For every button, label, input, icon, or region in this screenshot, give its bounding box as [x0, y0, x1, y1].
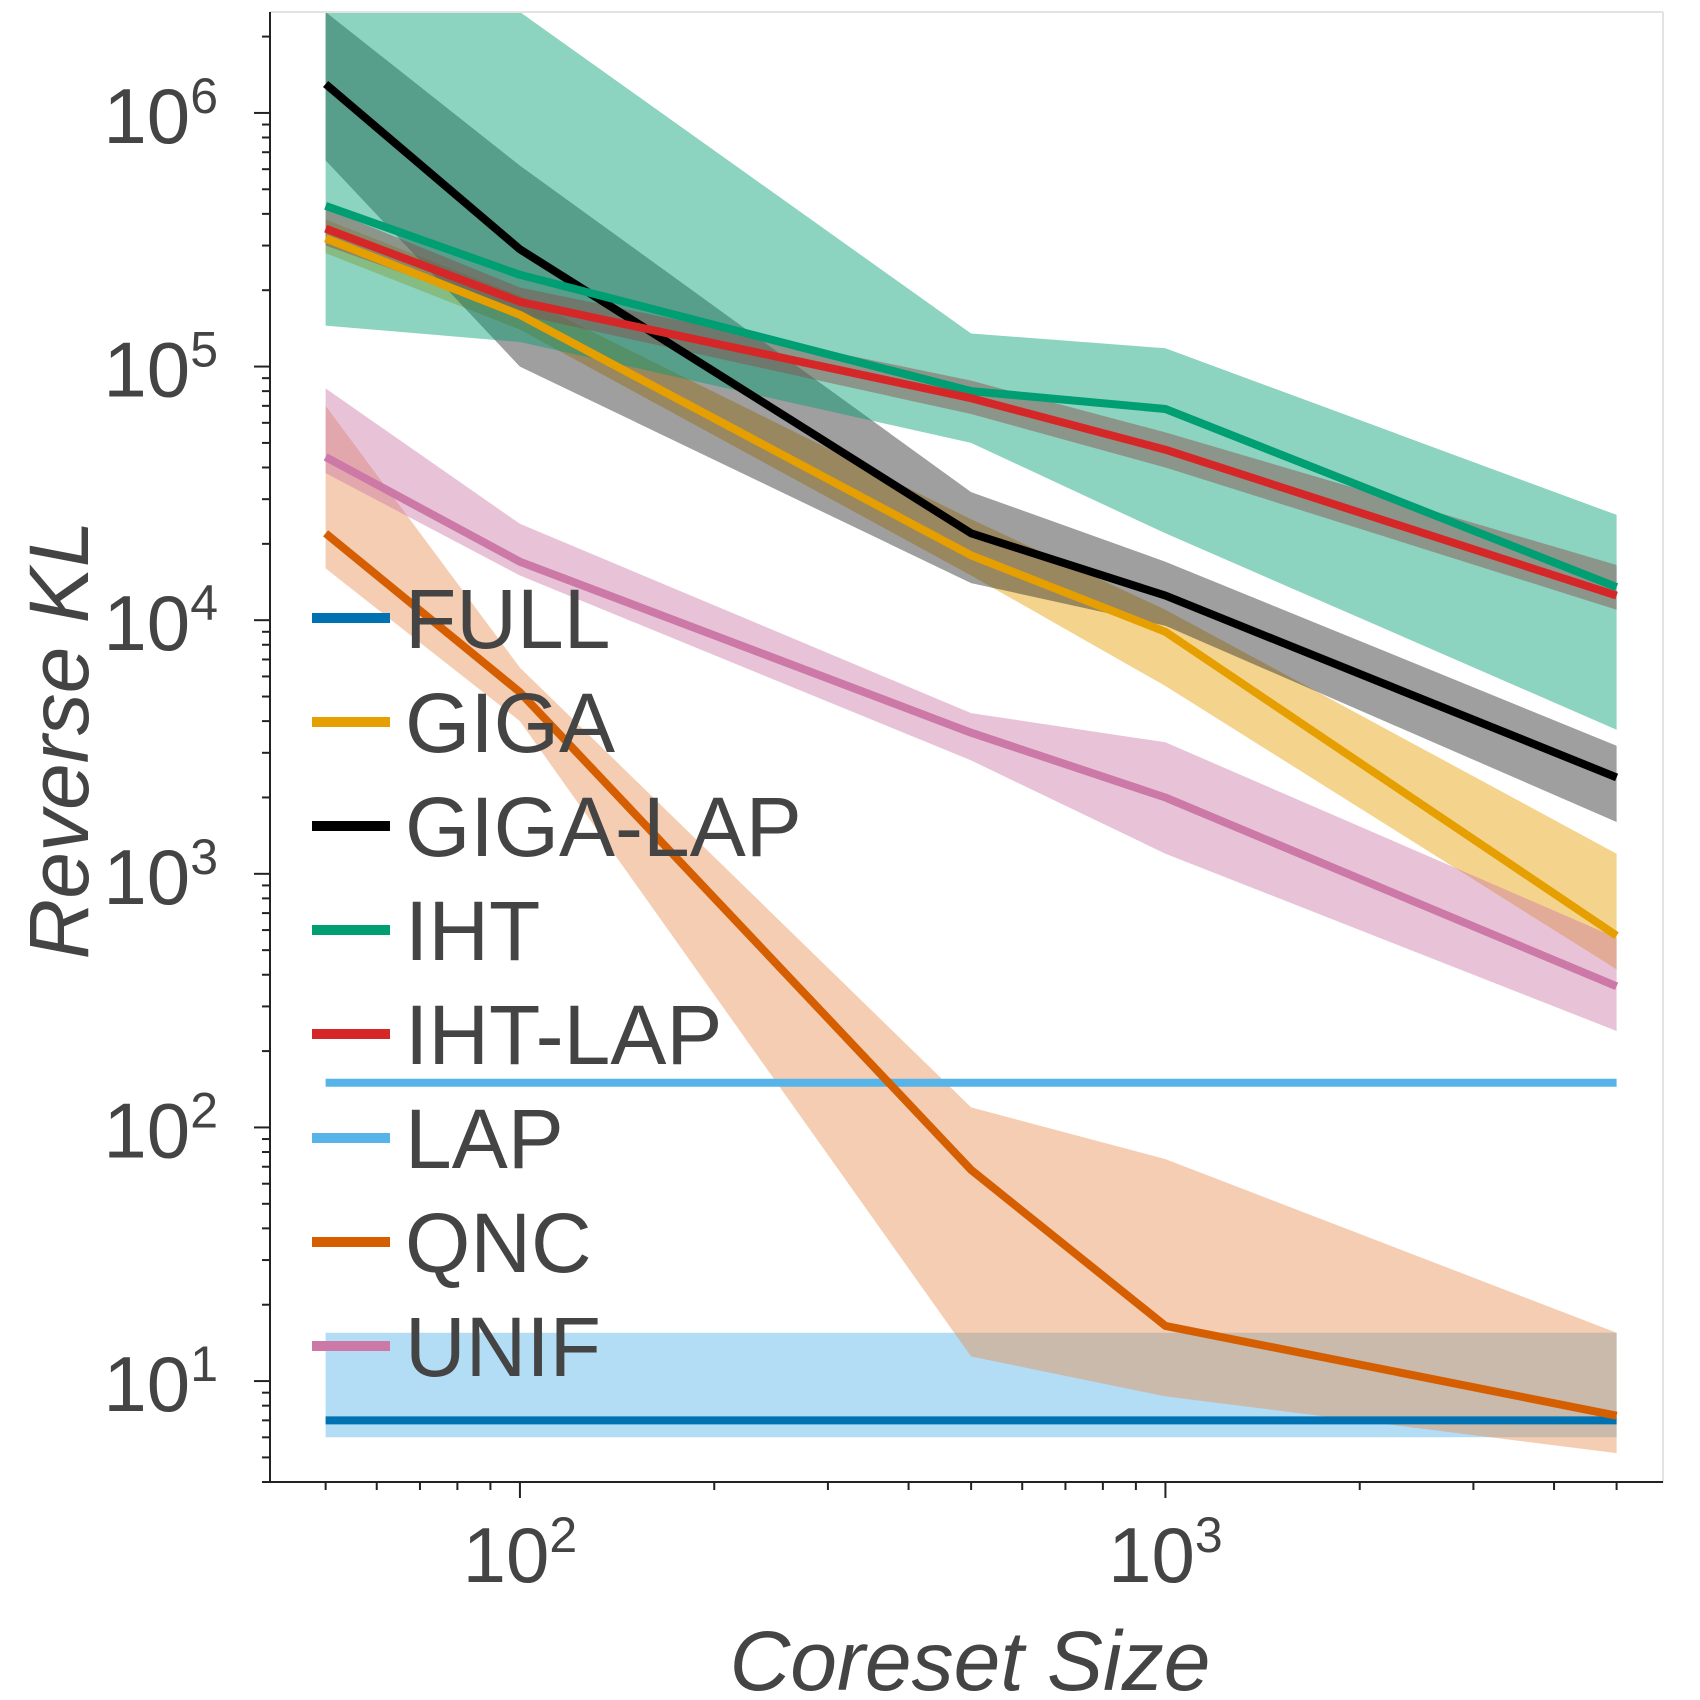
- legend-label-iht: IHT: [405, 884, 540, 978]
- y-tick-label: 103: [103, 829, 218, 921]
- band-qnc: [325, 405, 1617, 1454]
- band-full: [325, 1332, 1617, 1438]
- legend-label-giga-lap: GIGA-LAP: [405, 780, 802, 874]
- x-tick-label: 103: [1108, 1507, 1223, 1599]
- legend-label-iht-lap: IHT-LAP: [405, 988, 722, 1082]
- x-tick-exponent: 3: [1195, 1507, 1223, 1563]
- plot-frame: [269, 11, 1664, 1483]
- y-axis-title: Reverse KL: [12, 521, 106, 960]
- band-giga: [325, 219, 1617, 970]
- y-tick-exponent: 4: [190, 575, 218, 631]
- legend-label-giga: GIGA: [405, 676, 615, 770]
- y-tick-base: 10: [103, 1340, 190, 1428]
- legend-label-qnc: QNC: [405, 1196, 592, 1290]
- y-tick-exponent: 6: [190, 68, 218, 124]
- x-axis-title: Coreset Size: [730, 1614, 1211, 1700]
- y-tick-exponent: 2: [190, 1082, 218, 1138]
- lines-layer: [323, 80, 1619, 1425]
- band-unif: [325, 388, 1617, 1031]
- y-tick-label: 105: [103, 322, 218, 414]
- x-tick-label: 102: [463, 1507, 578, 1599]
- y-tick-label: 101: [103, 1336, 218, 1428]
- y-tick-base: 10: [103, 579, 190, 667]
- band-iht: [325, 12, 1617, 730]
- y-tick-label: 106: [103, 68, 218, 160]
- x-tick-base: 10: [1108, 1511, 1195, 1599]
- legend-label-unif: UNIF: [405, 1300, 601, 1394]
- y-tick-base: 10: [103, 326, 190, 414]
- legend-label-lap: LAP: [405, 1092, 564, 1186]
- x-tick-base: 10: [463, 1511, 550, 1599]
- y-tick-exponent: 5: [190, 322, 218, 378]
- y-tick-label: 104: [103, 575, 218, 667]
- y-tick-label: 102: [103, 1082, 218, 1174]
- y-tick-base: 10: [103, 72, 190, 160]
- y-tick-exponent: 1: [190, 1336, 218, 1392]
- y-tick-exponent: 3: [190, 829, 218, 885]
- legend-label-full: FULL: [405, 572, 610, 666]
- bands-layer: [325, 12, 1617, 1454]
- band-iht-lap: [325, 208, 1617, 610]
- band-giga-lap: [325, 12, 1617, 822]
- y-tick-base: 10: [103, 1086, 190, 1174]
- x-tick-exponent: 2: [549, 1507, 577, 1563]
- y-tick-base: 10: [103, 833, 190, 921]
- legend: FULL GIGA GIGA-LAP IHT IHT-LAP LAP QNC UNIF: [312, 572, 802, 1394]
